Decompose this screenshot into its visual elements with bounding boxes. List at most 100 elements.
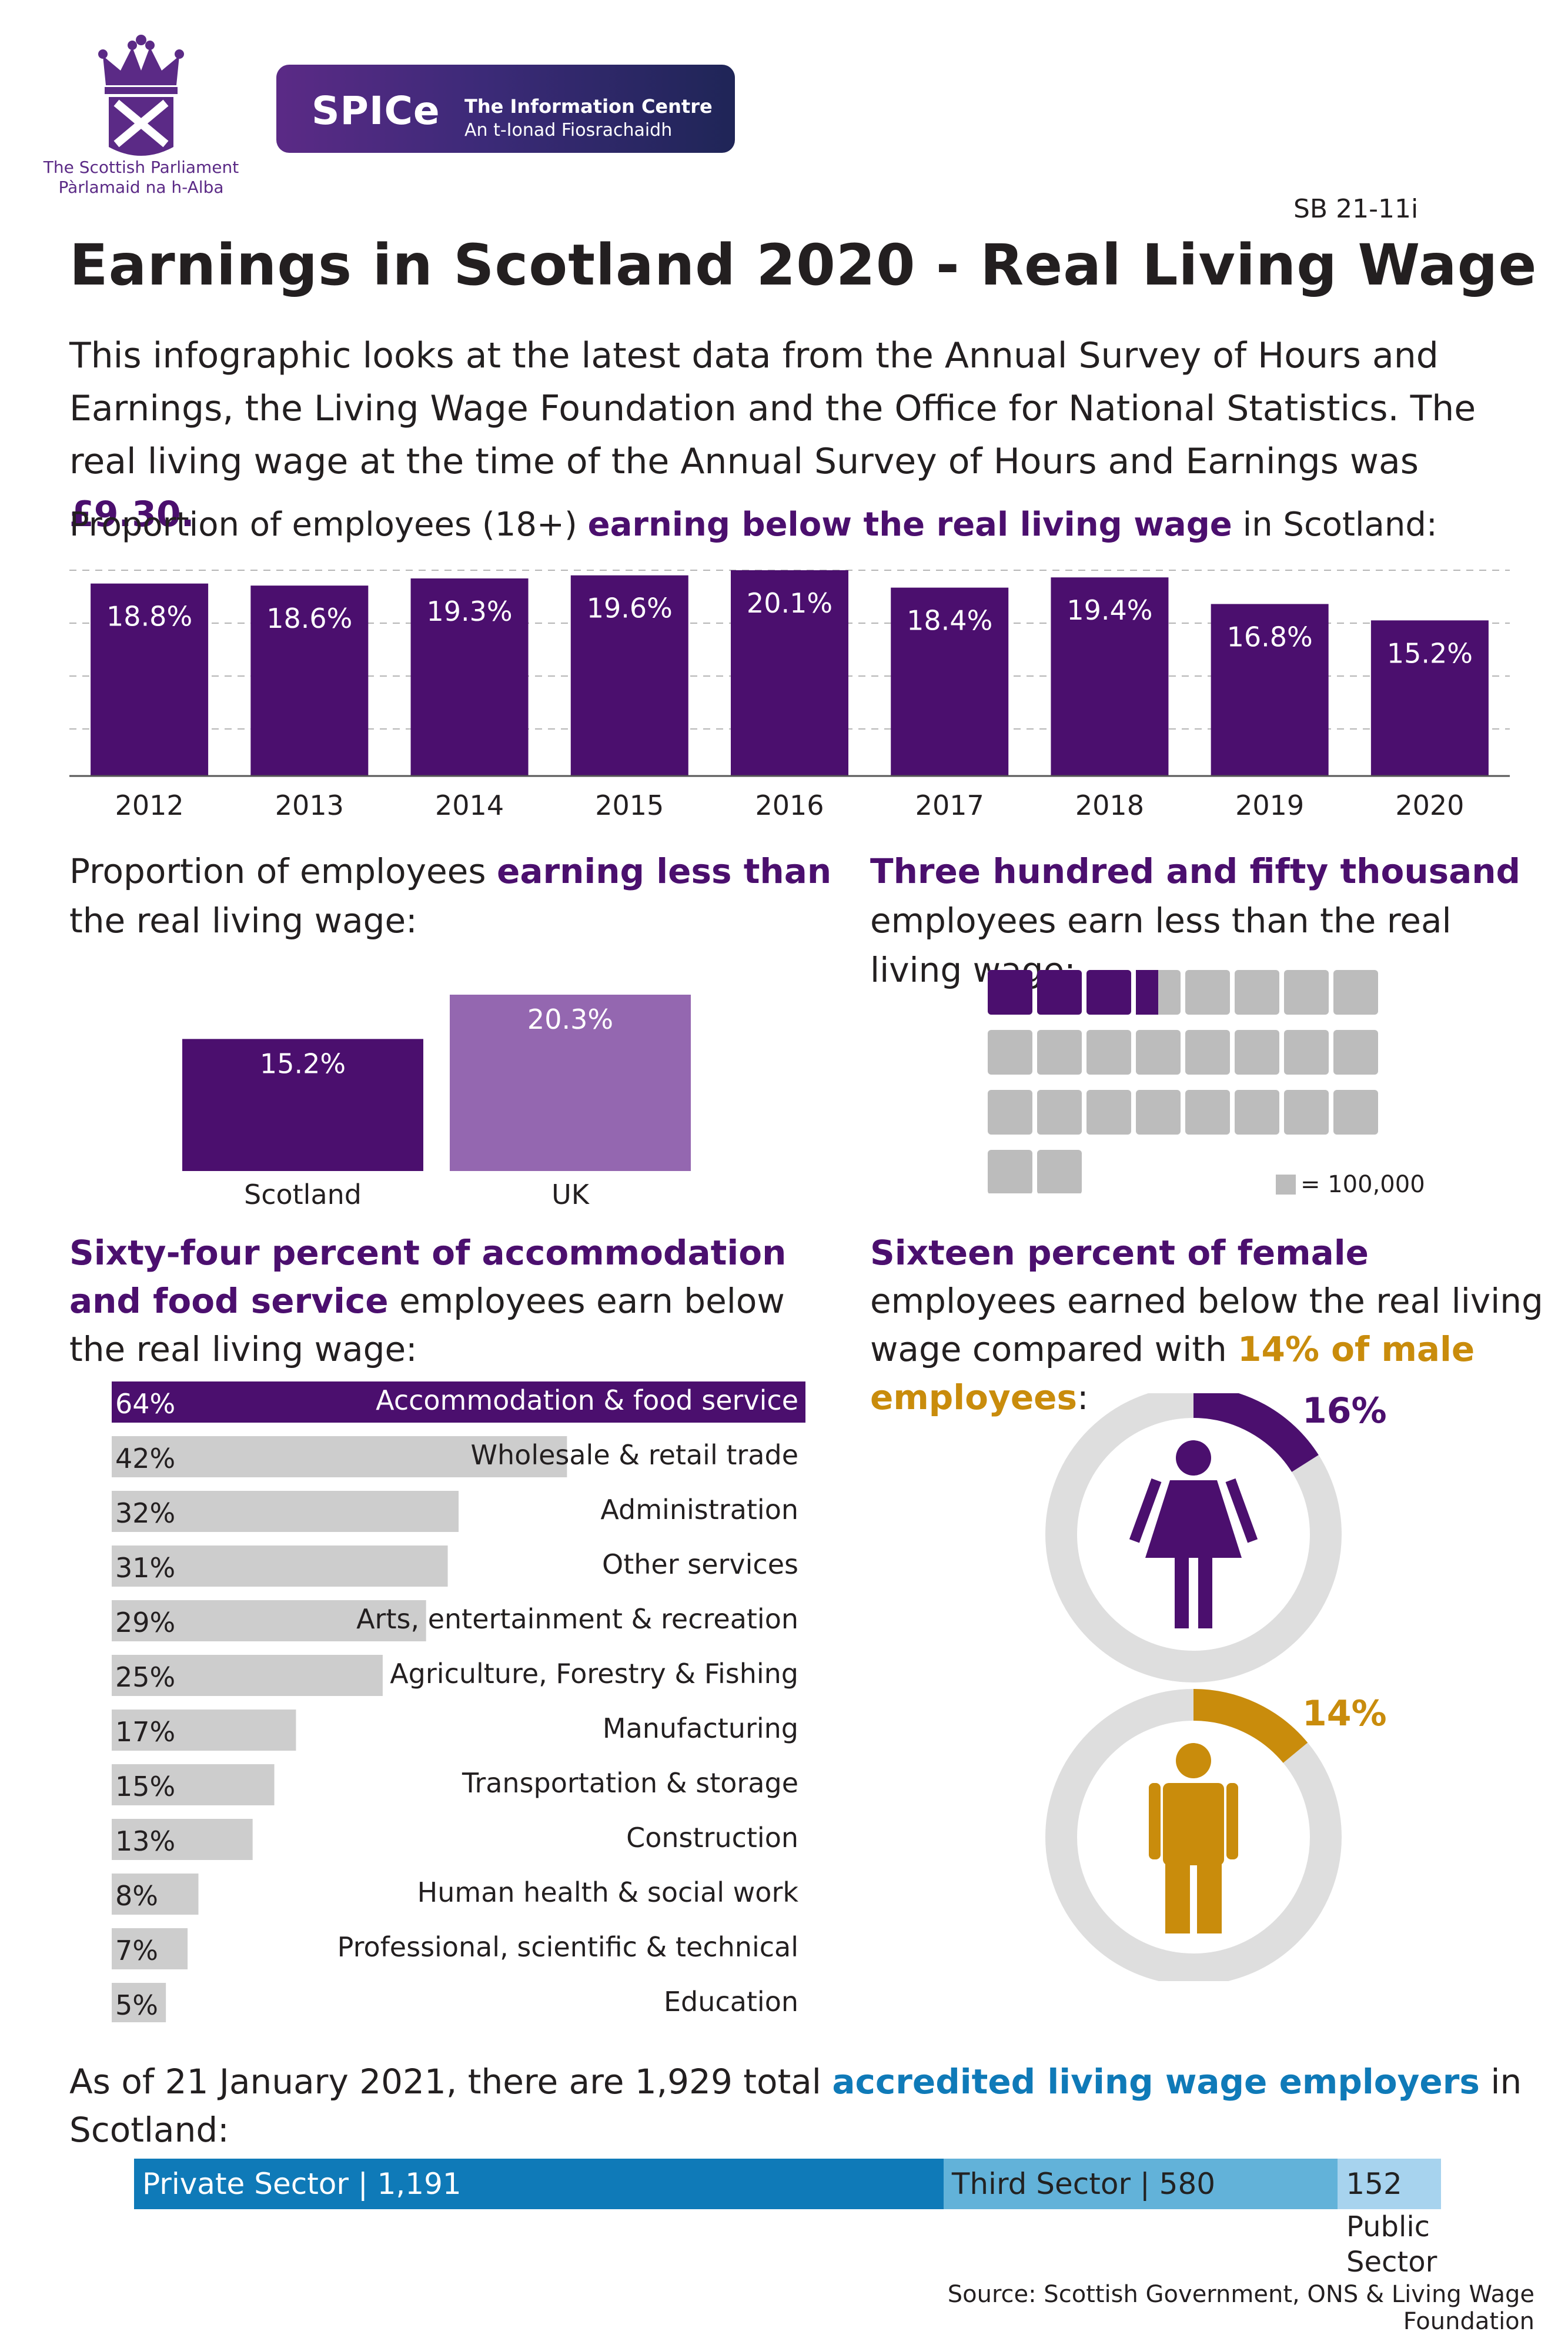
heading-text: :: [1077, 1377, 1089, 1417]
industry-bar: [112, 1381, 805, 1423]
data-label: 18.8%: [106, 601, 192, 633]
x-tick-label: 2020: [1395, 790, 1464, 821]
heading-highlight: Sixty-four percent of accommodation and …: [69, 1233, 787, 1321]
data-label: 64%: [115, 1388, 175, 1420]
category-label: Accommodation & food service: [376, 1384, 798, 1416]
bar-2013: [250, 586, 369, 776]
sector-stacked-bar: Private Sector | 1,191 Third Sector | 58…: [134, 2159, 1445, 2209]
bar-2018: [1051, 577, 1169, 776]
parliament-name-english: The Scottish Parliament: [43, 158, 239, 177]
bar-2016: [731, 570, 848, 776]
male-figure-leg: [1165, 1863, 1190, 1933]
category-label: Professional, scientific & technical: [337, 1931, 798, 1963]
bar-2015: [570, 575, 688, 776]
intro-wage-value: £9.30.: [69, 494, 195, 535]
female-donut-slice: [1193, 1393, 1319, 1473]
x-tick-label: Scotland: [244, 1179, 362, 1210]
heading-text: As of 21 January 2021, there are 1,929 t…: [69, 2062, 833, 2102]
data-label: 18.6%: [266, 603, 352, 634]
waffle-square: [1333, 970, 1378, 1015]
female-figure-arm: [1225, 1478, 1258, 1543]
bar-uk: [450, 995, 691, 1171]
category-label: Manufacturing: [603, 1712, 798, 1744]
heading-highlight: Three hundred and fifty thousand: [870, 851, 1521, 891]
industry-bar: [112, 1710, 296, 1751]
x-tick-label: UK: [551, 1179, 590, 1210]
heading-highlight-male: 14% of male employees: [870, 1329, 1475, 1417]
heading-highlight: earning below the real living wage: [587, 506, 1232, 544]
industry-bar: [112, 1600, 426, 1641]
data-label: 19.4%: [1066, 594, 1152, 626]
private-sector-segment: Private Sector | 1,191: [134, 2159, 944, 2209]
industry-bar: [112, 1436, 567, 1477]
industry-bar: [112, 1928, 188, 1969]
category-label: Administration: [600, 1494, 798, 1526]
data-label: 5%: [115, 1989, 158, 2021]
data-label: 15.2%: [1387, 637, 1473, 669]
yearly-bar-chart: 18.8% 2012 18.6% 2013 19.3% 2014 19.6% 2015 20.1…: [69, 570, 1510, 821]
heading-text: in Scotland:: [1232, 506, 1437, 544]
data-label: 15%: [115, 1771, 175, 1802]
gender-donut-charts: 16% 14%: [1045, 1393, 1387, 1981]
waffle-square: [1333, 1030, 1378, 1075]
waffle-square: [1333, 1090, 1378, 1135]
male-figure-arm: [1149, 1783, 1161, 1859]
male-donut-slice: [1193, 1689, 1308, 1764]
waffle-square: [1136, 1090, 1181, 1135]
female-figure-dress: [1145, 1480, 1242, 1558]
briefing-reference: SB 21-11i: [1293, 194, 1419, 224]
heading-highlight: earning less than: [496, 851, 832, 891]
source-note: Source: Scottish Government, ONS & Livin…: [947, 2281, 1534, 2335]
x-tick-label: 2012: [115, 790, 184, 821]
category-label: Arts, entertainment & recreation: [356, 1603, 798, 1635]
third-sector-segment: Third Sector | 580: [943, 2159, 1338, 2209]
data-label: 17%: [115, 1716, 175, 1748]
female-figure-head: [1176, 1440, 1211, 1476]
waffle-square: [1284, 1090, 1329, 1135]
public-sector-segment: 152: [1338, 2159, 1442, 2209]
data-label: 16.8%: [1227, 621, 1313, 653]
data-label: 20.1%: [747, 587, 833, 619]
waffle-square: [988, 1030, 1032, 1075]
waffle-heading: Three hundred and fifty thousand employe…: [870, 847, 1529, 995]
data-label: 20.3%: [527, 1003, 613, 1035]
page-title: Earnings in Scotland 2020 - Real Living …: [69, 232, 1537, 298]
heading-text: employees earn below the real living wag…: [69, 1281, 785, 1369]
industry-bar: [112, 1545, 448, 1587]
waffle-square: [1136, 1030, 1181, 1075]
spice-tagline-gaelic: An t-Ionad Fiosrachaidh: [464, 120, 673, 140]
bar-2014: [410, 578, 529, 776]
category-label: Human health & social work: [417, 1876, 799, 1908]
waffle-chart: [988, 970, 1378, 1193]
category-label: Other services: [602, 1548, 798, 1580]
waffle-square: [1185, 970, 1230, 1015]
bar-2020: [1370, 620, 1489, 776]
category-label: Education: [664, 1986, 798, 2018]
female-figure-arm: [1129, 1478, 1162, 1543]
heading-text: in Scotland:: [69, 2062, 1522, 2150]
x-tick-label: 2014: [435, 790, 504, 821]
male-figure-arm: [1226, 1783, 1238, 1859]
heading-text: employees earned below the real living w…: [870, 1281, 1543, 1369]
industry-bar: [112, 1655, 383, 1696]
data-label: 13%: [115, 1825, 175, 1857]
data-label: 42%: [115, 1443, 175, 1474]
heading-text: the real living wage:: [69, 901, 417, 941]
x-tick-label: 2013: [275, 790, 344, 821]
industry-bar-chart: 64% Accommodation & food service 42% Wholes…: [112, 1381, 805, 2022]
accredited-heading: As of 21 January 2021, there are 1,929 t…: [69, 2058, 1527, 2154]
waffle-legend-swatch: [1276, 1175, 1296, 1195]
parliament-name: The Scottish Parliament Pàrlamaid na h-A…: [24, 158, 259, 198]
male-figure-head: [1176, 1743, 1211, 1778]
bar-2019: [1211, 604, 1329, 776]
heading-text: Proportion of employees (18+): [69, 506, 588, 544]
waffle-square: [1037, 1090, 1082, 1135]
category-label: Wholesale & retail trade: [471, 1439, 798, 1471]
x-tick-label: 2019: [1235, 790, 1304, 821]
data-label: 15.2%: [260, 1048, 346, 1079]
heading-highlight-female: Sixteen percent of female: [870, 1233, 1369, 1273]
industry-bar: [112, 1764, 275, 1805]
waffle-square: [1235, 970, 1279, 1015]
data-label: 25%: [115, 1661, 175, 1693]
waffle-square: [1185, 1030, 1230, 1075]
